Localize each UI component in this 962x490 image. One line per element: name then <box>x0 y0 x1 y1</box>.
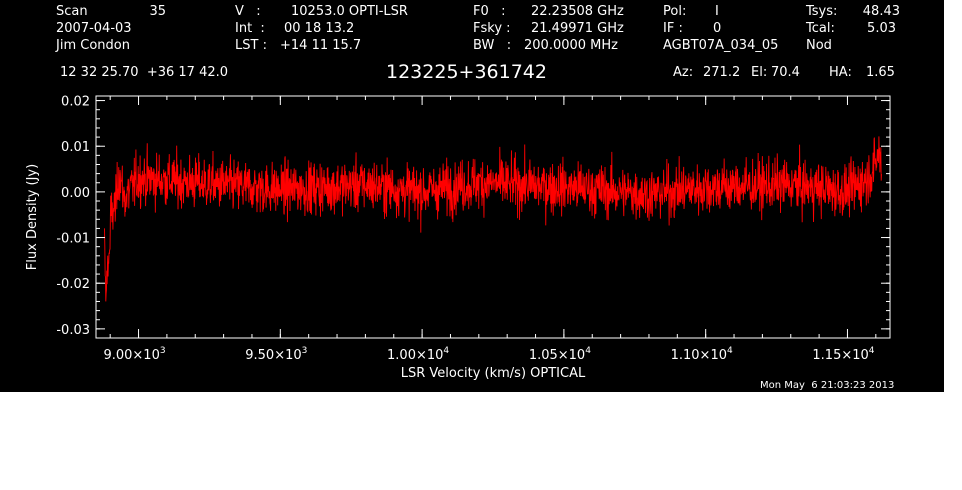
tcal-value: 5.03 <box>867 21 896 36</box>
int-value: 00 18 13.2 <box>284 21 355 36</box>
source-name-title: 123225+361742 <box>386 61 547 83</box>
pol-label: Pol: <box>663 4 687 19</box>
project-id: AGBT07A_034_05 <box>663 38 779 53</box>
bw-label: BW : <box>473 38 512 53</box>
y-tick-label: 0.02 <box>61 95 90 110</box>
lst-value: +14 11 15.7 <box>280 38 362 53</box>
fsky-label: Fsky : <box>473 21 511 36</box>
ha-value: 1.65 <box>866 65 895 80</box>
axis-ticks: 0.02 0.01 0.00 -0.01 -0.02 -0.03 9.00×103 9.50×… <box>56 95 890 363</box>
y-tick-label: 0.01 <box>61 140 90 155</box>
f0-value: 22.23508 GHz <box>531 4 624 19</box>
fsky-value: 21.49971 GHz <box>531 21 624 36</box>
tsys-label: Tsys: <box>806 4 838 19</box>
velocity-value: 10253.0 OPTI-LSR <box>291 4 408 19</box>
y-axis-label: Flux Density (Jy) <box>25 164 40 270</box>
int-label: Int : <box>235 21 265 36</box>
scan-label: Scan <box>56 4 88 19</box>
if-value: 0 <box>713 21 722 36</box>
x-axis-label: LSR Velocity (km/s) OPTICAL <box>401 366 586 381</box>
x-tick-label: 9.00×103 <box>103 346 165 363</box>
if-label: IF : <box>663 21 683 36</box>
y-tick-label: -0.03 <box>56 323 90 338</box>
x-tick-label: 9.50×103 <box>245 346 307 363</box>
observer-name: Jim Condon <box>56 38 130 53</box>
y-tick-label: -0.01 <box>56 232 90 247</box>
f0-label: F0 : <box>473 4 506 19</box>
y-tick-label: -0.02 <box>56 277 90 292</box>
scan-value: 35 <box>149 4 166 19</box>
obs-mode: Nod <box>806 38 832 53</box>
el-value: 70.4 <box>771 65 800 80</box>
x-tick-label: 1.10×104 <box>671 346 733 363</box>
az-value: 271.2 <box>703 65 741 80</box>
plot-timestamp: Mon May 6 21:03:23 2013 <box>760 380 895 391</box>
az-label: Az: <box>673 65 694 80</box>
plot-panel: Scan 35 2007-04-03 Jim Condon V : 10253.… <box>0 0 944 392</box>
bw-value: 200.0000 MHz <box>524 38 618 53</box>
spectrum-trace <box>104 136 882 302</box>
el-label: El: <box>751 65 768 80</box>
source-coordinates: 12 32 25.70 +36 17 42.0 <box>60 65 229 80</box>
tsys-value: 48.43 <box>862 4 900 19</box>
obs-date: 2007-04-03 <box>56 21 132 36</box>
plot-frame <box>95 95 891 339</box>
tcal-label: Tcal: <box>806 21 835 36</box>
pol-value: I <box>715 4 719 19</box>
x-tick-label: 1.05×104 <box>529 346 591 363</box>
ha-label: HA: <box>829 65 852 80</box>
spectrum-chart: 0.02 0.01 0.00 -0.01 -0.02 -0.03 9.00×103 9.50×… <box>25 95 891 381</box>
lst-label: LST : <box>235 38 267 53</box>
x-tick-label: 1.15×104 <box>812 346 874 363</box>
y-tick-label: 0.00 <box>61 186 90 201</box>
spectrum-line <box>104 136 882 302</box>
x-tick-label: 1.00×104 <box>387 346 449 363</box>
velocity-label: V : <box>235 4 261 19</box>
